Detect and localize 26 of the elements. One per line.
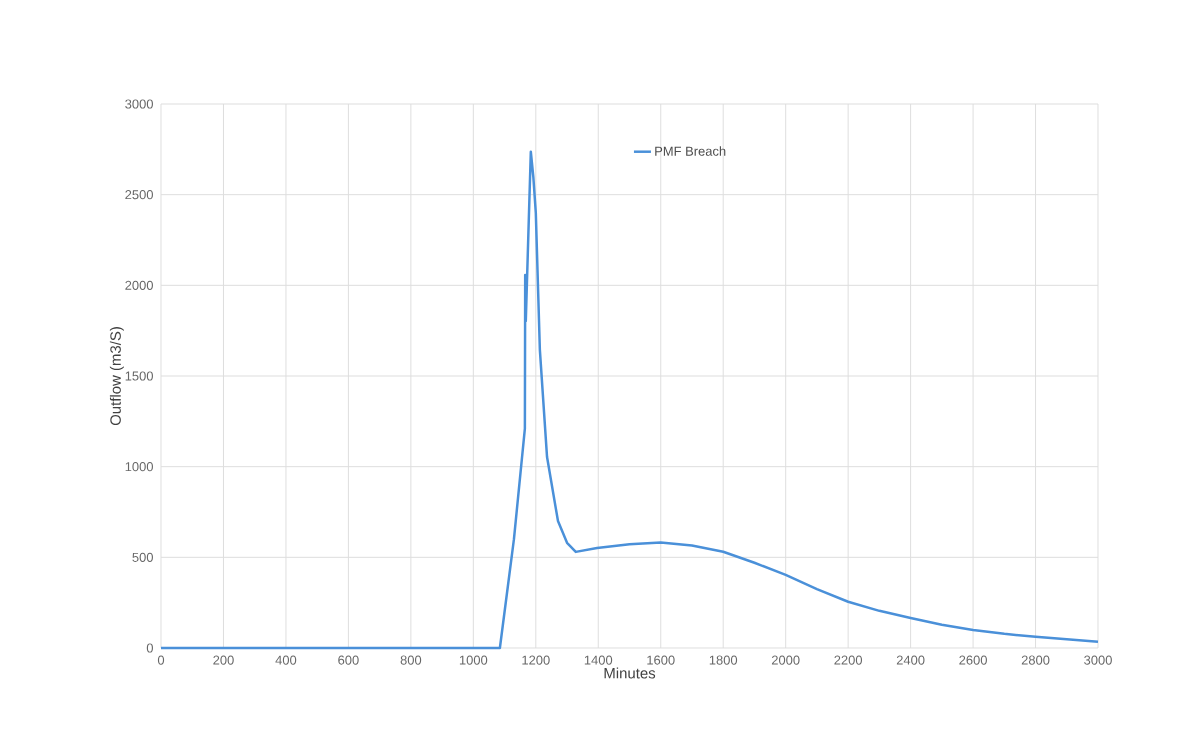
y-tick-label: 3000 bbox=[125, 99, 153, 109]
x-tick-label: 1400 bbox=[584, 655, 613, 665]
y-tick-label: 500 bbox=[132, 552, 153, 562]
y-axis-title: Outflow (m3/S) bbox=[109, 327, 124, 426]
x-tick-label: 200 bbox=[213, 655, 234, 665]
x-tick-label: 1800 bbox=[709, 655, 738, 665]
x-axis-title: Minutes bbox=[604, 667, 656, 679]
x-tick-label: 800 bbox=[400, 655, 422, 665]
y-tick-label: 2500 bbox=[125, 190, 153, 200]
x-tick-label: 600 bbox=[338, 655, 359, 665]
legend-label: PMF Breach bbox=[655, 146, 726, 156]
x-tick-label: 2200 bbox=[834, 655, 863, 665]
x-tick-label: 2800 bbox=[1021, 655, 1050, 665]
x-tick-label: 1600 bbox=[647, 655, 675, 665]
x-tick-label: 1200 bbox=[522, 655, 550, 665]
x-tick-label: 0 bbox=[157, 655, 165, 665]
y-tick-label: 0 bbox=[146, 643, 153, 653]
y-tick-label: 2000 bbox=[125, 280, 153, 290]
x-tick-label: 2400 bbox=[896, 655, 925, 665]
x-tick-label: 3000 bbox=[1084, 655, 1112, 665]
x-tick-label: 1000 bbox=[459, 655, 488, 665]
x-tick-label: 2600 bbox=[959, 655, 987, 665]
x-tick-label: 2000 bbox=[771, 655, 800, 665]
y-tick-label: 1500 bbox=[125, 371, 153, 381]
x-tick-label: 400 bbox=[275, 655, 297, 665]
y-tick-label: 1000 bbox=[125, 462, 153, 472]
